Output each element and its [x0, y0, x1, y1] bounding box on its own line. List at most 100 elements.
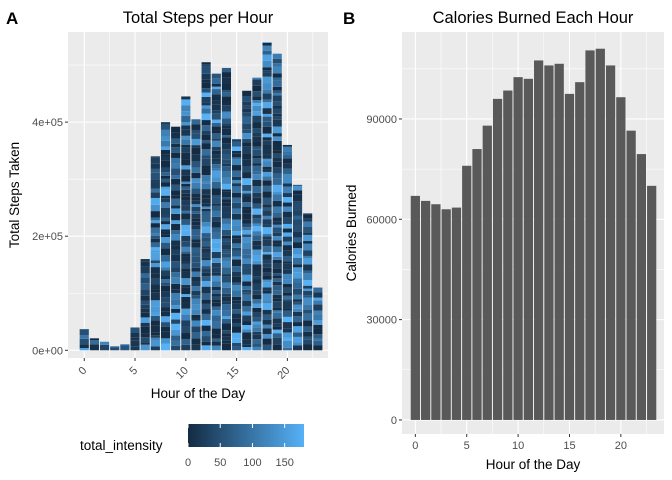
steps-bar-segment	[221, 163, 232, 167]
steps-bar-segment	[232, 238, 242, 244]
steps-bar-segment	[191, 200, 201, 205]
steps-bar-segment	[181, 235, 191, 242]
steps-bar-segment	[181, 169, 191, 176]
steps-bar-segment	[211, 247, 221, 252]
calories-bar	[462, 165, 472, 420]
steps-bar-segment	[252, 307, 262, 313]
steps-bar-segment	[150, 182, 160, 189]
steps-bar-segment	[282, 186, 292, 194]
steps-bar-segment	[272, 113, 282, 117]
steps-bar-segment	[292, 215, 303, 220]
steps-bar-segment	[211, 286, 221, 291]
steps-bar-segment	[211, 181, 221, 189]
steps-bar-segment	[292, 190, 303, 195]
steps-bar-segment	[272, 95, 282, 102]
steps-bar-segment	[201, 341, 211, 346]
steps-bar-segment	[303, 255, 313, 259]
steps-bar-segment	[191, 206, 201, 212]
steps-bar-segment	[160, 146, 171, 151]
steps-bar-segment	[252, 96, 262, 101]
steps-bar	[140, 259, 150, 351]
steps-bar-segment	[221, 177, 232, 184]
steps-bar-segment	[181, 246, 191, 252]
steps-bar-segment	[242, 123, 252, 130]
steps-bar-segment	[160, 122, 171, 125]
steps-bar-segment	[211, 119, 221, 123]
steps-bar-segment	[232, 165, 242, 171]
steps-bar-segment	[150, 312, 160, 316]
steps-bar-segment	[201, 64, 211, 67]
steps-bar-segment	[262, 113, 272, 117]
steps-bar-segment	[282, 179, 292, 184]
calories-bar	[595, 48, 605, 420]
steps-bar-segment	[150, 292, 160, 295]
steps-bar-segment	[201, 66, 211, 74]
steps-bar-segment	[272, 204, 282, 207]
steps-bar-segment	[211, 338, 221, 342]
steps-bar-segment	[262, 246, 272, 253]
steps-bar-segment	[282, 292, 292, 296]
steps-bar-segment	[201, 140, 211, 144]
steps-bar-segment	[181, 268, 191, 272]
steps-bar-segment	[272, 310, 282, 313]
steps-bar-segment	[171, 184, 181, 191]
steps-bar-segment	[262, 334, 272, 339]
steps-bar-segment	[211, 100, 221, 105]
steps-bar-segment	[272, 191, 282, 195]
steps-bar-segment	[160, 221, 171, 225]
steps-bar-segment	[140, 295, 150, 301]
steps-bar-segment	[242, 108, 252, 113]
steps-bar-segment	[242, 112, 252, 117]
steps-bar-segment	[150, 227, 160, 234]
steps-bar-segment	[221, 282, 232, 288]
steps-bar-segment	[252, 255, 262, 261]
steps-bar-segment	[262, 300, 272, 304]
steps-bar-segment	[171, 163, 181, 169]
steps-bar-segment	[303, 221, 313, 227]
steps-bar-segment	[211, 133, 221, 139]
steps-bar-segment	[211, 258, 221, 263]
steps-bar-segment	[99, 341, 110, 345]
steps-bar-segment	[292, 326, 303, 333]
steps-bar-segment	[160, 282, 171, 286]
steps-bars	[79, 42, 323, 351]
steps-bar-segment	[303, 264, 313, 271]
steps-bar-segment	[262, 219, 272, 225]
steps-bar-segment	[252, 334, 262, 340]
steps-bar-segment	[191, 167, 201, 173]
steps-bar-segment	[160, 237, 171, 243]
steps-bar-segment	[272, 63, 282, 67]
steps-bar-segment	[262, 254, 272, 260]
steps-bar-segment	[303, 304, 313, 310]
steps-bar	[221, 67, 232, 351]
steps-bar-segment	[262, 275, 272, 280]
steps-bar-segment	[242, 258, 252, 265]
steps-bar-segment	[201, 181, 211, 184]
steps-bar-segment	[181, 251, 191, 255]
steps-bar-segment	[252, 339, 262, 344]
steps-bar-segment	[303, 273, 313, 281]
steps-bar-segment	[252, 214, 262, 219]
steps-bar-segment	[232, 322, 242, 327]
steps-bar-segment	[211, 227, 221, 233]
steps-bar-segment	[252, 105, 262, 112]
steps-bar-segment	[303, 344, 313, 351]
steps-bar-segment	[160, 331, 171, 339]
steps-bar-segment	[191, 145, 201, 148]
steps-bar-segment	[171, 220, 181, 224]
steps-bar-segment	[211, 168, 221, 171]
steps-bar-segment	[201, 96, 211, 103]
steps-bar-segment	[262, 54, 272, 61]
steps-bar-segment	[282, 328, 292, 333]
steps-bar-segment	[242, 281, 252, 286]
steps-bar-segment	[262, 234, 272, 237]
steps-bar-segment	[181, 96, 191, 100]
steps-bar-segment	[242, 166, 252, 173]
steps-bar-segment	[242, 347, 252, 351]
steps-bar-segment	[262, 72, 272, 77]
calories-bar	[421, 200, 431, 420]
steps-bar-segment	[232, 186, 242, 193]
steps-bar-segment	[272, 108, 282, 114]
steps-bar-segment	[292, 316, 303, 323]
steps-bar-segment	[242, 116, 252, 124]
